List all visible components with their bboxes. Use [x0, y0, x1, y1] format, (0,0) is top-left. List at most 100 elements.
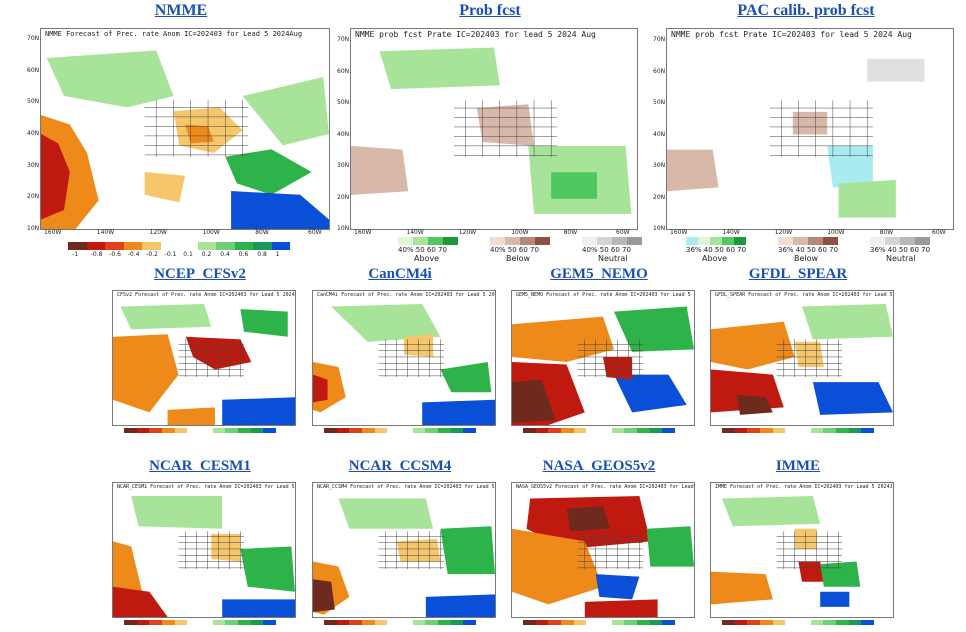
precip-map: NMME prob fcst Prate IC=202403 for lead … [666, 28, 954, 230]
coastline [50, 47, 306, 218]
colorbar-swatch [586, 620, 600, 625]
legend-swatch [520, 237, 535, 245]
coastline [813, 322, 835, 342]
colorbar-swatch [362, 620, 375, 625]
anomaly-region [584, 599, 658, 617]
coastline [511, 74, 545, 104]
link-gfdl-spear[interactable]: GFDL_SPEAR [748, 266, 848, 282]
coastline [202, 73, 237, 103]
panel-imme: IMME IMME Forecast of Prec. rate Anom IC… [702, 458, 894, 630]
colorbar-swatch [810, 428, 824, 433]
colorbar-swatch [722, 428, 735, 433]
legend-category: Above [702, 254, 728, 263]
map-canvas [512, 299, 694, 425]
anomaly-region [802, 304, 893, 340]
colorbar-swatch [450, 620, 464, 625]
colorbar-swatch [586, 428, 600, 433]
coastline [118, 304, 280, 417]
link-cancm4i[interactable]: CanCM4i [368, 266, 432, 282]
legend-swatch [722, 237, 734, 245]
colorbar-swatch [611, 428, 625, 433]
link-prob-fcst[interactable]: Prob fcst [459, 2, 521, 19]
map-header: NMME prob fcst Prate IC=202403 for lead … [351, 29, 637, 40]
coastline [415, 514, 437, 534]
lat-tick-label: 50N [337, 99, 350, 106]
colorbar-swatch [662, 620, 676, 625]
lon-tick-label: 120W [149, 229, 167, 236]
prob-legend-above [398, 237, 458, 245]
link-gem5-nemo[interactable]: GEM5_NEMO [550, 266, 648, 282]
anomaly-colorbar [523, 428, 676, 433]
link-ncar-ccsm4[interactable]: NCAR_CCSM4 [348, 458, 452, 474]
anomaly-region [721, 496, 821, 527]
map-canvas [711, 491, 893, 617]
lat-tick-label: 40N [27, 130, 40, 137]
map-canvas [667, 40, 953, 229]
colorbar-swatch [212, 620, 226, 625]
map-header: IMME Forecast of Prec. rate Anom IC=2024… [711, 483, 893, 491]
colorbar-swatch [848, 620, 862, 625]
colorbar-swatch [624, 620, 638, 625]
colorbar-swatch [861, 428, 875, 433]
colorbar-label: 0.2 [201, 251, 212, 258]
colorbar-swatch [722, 620, 735, 625]
colorbar-swatch [216, 242, 235, 250]
link-nasa-geos5v2[interactable]: NASA_GEOS5v2 [542, 458, 656, 474]
panel-prob-fcst: Prob fcst NMME prob fcst Prate IC=202403… [337, 2, 642, 268]
colorbar-swatch [760, 428, 773, 433]
anomaly-region [240, 546, 295, 592]
legend-swatch [885, 237, 900, 245]
colorbar-swatch [162, 428, 175, 433]
colorbar-swatch [400, 428, 413, 433]
colorbar-swatch [535, 428, 549, 433]
anomaly-region [113, 586, 168, 617]
colorbar-swatch [823, 428, 837, 433]
colorbar-swatch [179, 242, 198, 250]
coastline [580, 40, 631, 74]
prob-legend-neutral [870, 237, 930, 245]
anomaly-region [711, 321, 795, 370]
anomaly-region [812, 382, 893, 415]
colorbar-swatch [836, 428, 849, 433]
coastline [831, 584, 846, 589]
colorbar-swatch [271, 242, 290, 250]
link-nmme[interactable]: NMME [154, 2, 208, 19]
link-imme[interactable]: IMME [775, 458, 821, 474]
lon-tick-label: 140W [96, 229, 115, 236]
lat-tick-label: 70N [27, 35, 40, 42]
anomaly-region [566, 506, 611, 532]
colorbar-swatch [412, 428, 426, 433]
link-ncep-cfsv2[interactable]: NCEP_CFSv2 [154, 266, 246, 282]
legend-swatch [535, 237, 550, 245]
lon-tick-label: 80W [879, 229, 894, 236]
lat-tick-label: 50N [27, 98, 40, 106]
anomaly-region [792, 111, 828, 135]
colorbar-swatch [124, 620, 137, 625]
anomaly-region [711, 571, 773, 605]
anomaly-colorbar [124, 428, 277, 433]
panel-nmme: NMME NMME Forecast of Prec. rate Anom IC… [27, 2, 332, 268]
link-ncar-cesm1[interactable]: NCAR_CESM1 [149, 458, 251, 474]
colorbar-swatch [387, 620, 401, 625]
colorbar-swatch [463, 620, 477, 625]
anomaly-region [613, 374, 687, 413]
colorbar-swatch [747, 620, 761, 625]
precip-map: NMME prob fcst Prate IC=202403 for lead … [350, 28, 638, 230]
colorbar-label: 1 [275, 251, 280, 258]
coastline [517, 496, 679, 609]
legend-ticks: 36% 40 50 60 70 [778, 246, 839, 254]
precip-map: IMME Forecast of Prec. rate Anom IC=2024… [710, 482, 894, 618]
coastline [658, 491, 691, 514]
lat-tick-label: 40N [653, 130, 666, 138]
anomaly-region [820, 591, 850, 607]
anomaly-colorbar [124, 620, 277, 625]
legend-swatch [734, 237, 746, 245]
legend-swatch [823, 237, 838, 245]
map-header: GEM5_NEMO Forecast of Prec. rate Anom IC… [512, 291, 694, 299]
colorbar-swatch [649, 428, 663, 433]
coastline [459, 299, 492, 322]
colorbar-swatch [523, 428, 536, 433]
link-pac-calib[interactable]: PAC calib. prob fcst [737, 2, 875, 19]
legend-swatch [582, 237, 597, 245]
legend-swatch [686, 237, 698, 245]
